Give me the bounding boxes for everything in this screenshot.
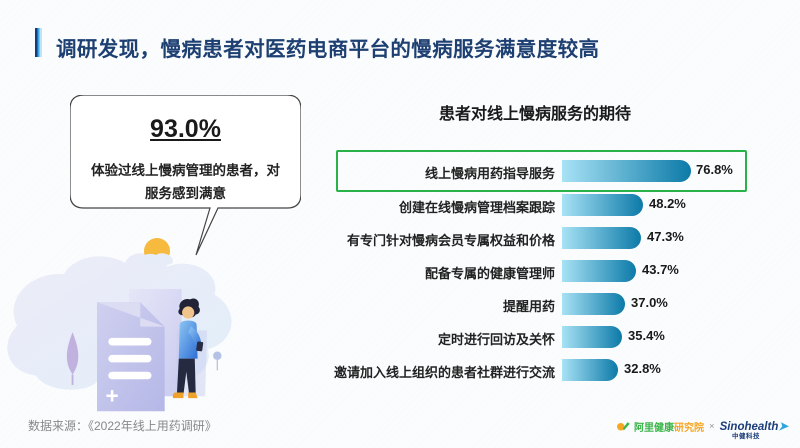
svg-text:+: + bbox=[105, 384, 118, 409]
